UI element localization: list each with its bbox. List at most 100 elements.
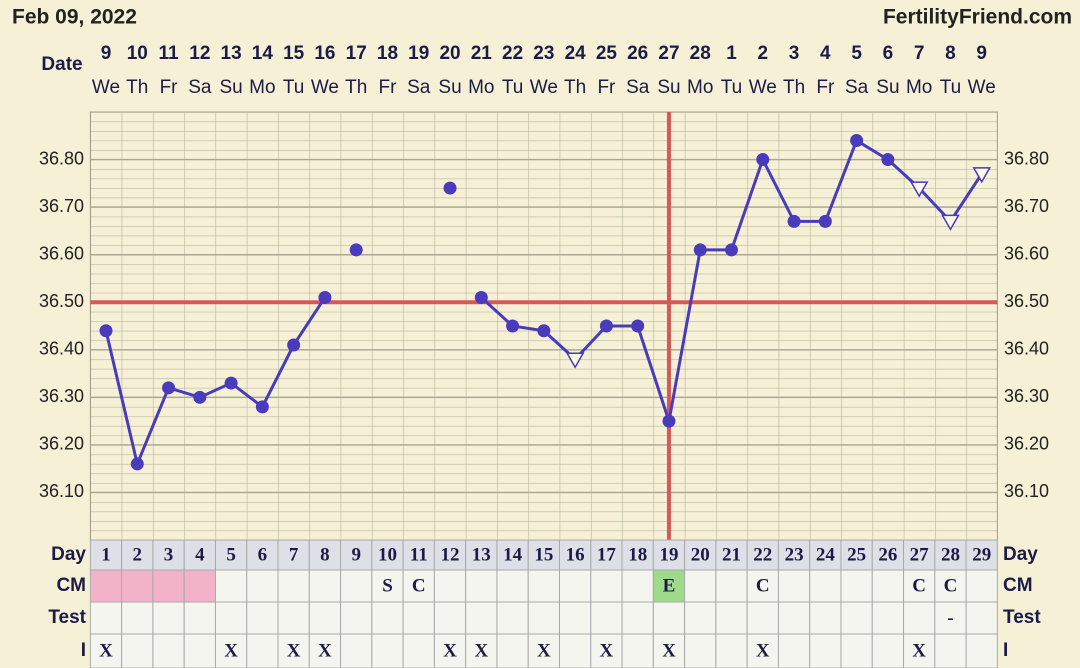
weekday-label: Su	[876, 77, 899, 98]
y-tick-label: 36.70	[39, 196, 84, 216]
table-cell	[214, 539, 248, 571]
table-cell	[871, 569, 905, 603]
table-cell	[152, 569, 185, 603]
table-cell	[433, 569, 467, 603]
cell-text: -	[947, 607, 953, 628]
table-cell	[121, 569, 154, 603]
temperature-marker	[725, 243, 739, 257]
table-cell	[527, 601, 560, 635]
y2-tick-label: 36.40	[1004, 339, 1049, 359]
table-cell	[558, 601, 592, 635]
table-cell	[121, 633, 154, 668]
table-cell	[590, 539, 623, 571]
weekday-label: Tu	[502, 77, 523, 98]
cell-text: X	[443, 640, 457, 661]
date-label: 12	[189, 43, 210, 64]
table-cell	[340, 633, 373, 668]
table-cell	[465, 601, 498, 635]
table-cell	[715, 569, 748, 603]
y-tick-label: 36.80	[39, 148, 84, 168]
y2-tick-label: 36.50	[1004, 291, 1049, 311]
weekday-label: Mo	[468, 77, 494, 98]
cell-text: 1	[101, 544, 111, 565]
weekday-label: Su	[219, 77, 242, 98]
table-cell	[277, 633, 310, 668]
cell-text: 14	[503, 544, 523, 565]
weekday-label: Sa	[626, 77, 650, 98]
y-tick-label: 36.30	[39, 386, 84, 406]
date-label: 23	[533, 43, 554, 64]
weekday-label: We	[530, 77, 558, 98]
y2-tick-label: 36.60	[1004, 243, 1049, 263]
cell-text: C	[912, 575, 926, 596]
table-cell	[89, 633, 123, 668]
site-name: FertilityFriend.com	[883, 6, 1072, 29]
weekday-label: Tu	[721, 77, 742, 98]
table-cell	[746, 569, 779, 603]
table-cell	[684, 601, 717, 635]
date-label: 1	[726, 43, 737, 64]
weekday-label: We	[968, 77, 996, 98]
table-cell	[496, 539, 529, 571]
temperature-marker	[662, 414, 676, 428]
cell-text: 20	[691, 544, 710, 565]
table-cell	[777, 633, 811, 668]
table-cell	[621, 601, 654, 635]
cell-text: C	[944, 575, 958, 596]
weekday-label: Tu	[283, 77, 304, 98]
table-cell	[809, 569, 842, 603]
cell-text: X	[474, 640, 488, 661]
table-cell	[715, 601, 748, 635]
temperature-marker	[787, 214, 801, 228]
date-label: 19	[408, 43, 429, 64]
cell-text: X	[756, 640, 770, 661]
table-cell	[246, 539, 279, 571]
weekday-label: Sa	[407, 77, 431, 98]
table-cell	[684, 539, 717, 571]
temperature-marker	[162, 381, 176, 395]
table-cell	[496, 569, 529, 603]
weekday-label: Su	[657, 77, 680, 98]
table-cell	[590, 601, 623, 635]
cell-text: X	[912, 640, 926, 661]
table-cell	[527, 633, 560, 668]
row-label: Day	[51, 544, 86, 565]
table-cell	[965, 539, 998, 571]
table-cell	[402, 601, 435, 635]
table-cell	[246, 633, 279, 668]
weekday-label: Th	[783, 77, 805, 98]
table-cell	[903, 569, 936, 603]
table-cell	[871, 633, 905, 668]
weekday-label: Mo	[687, 77, 713, 98]
chart-date: Feb 09, 2022	[12, 6, 137, 29]
table-cell	[433, 601, 467, 635]
weekday-label: We	[311, 77, 339, 98]
temperature-marker	[756, 153, 770, 167]
table-cell	[746, 601, 779, 635]
date-label: 22	[502, 43, 523, 64]
table-cell	[496, 601, 529, 635]
date-label: 3	[789, 43, 800, 64]
cell-text: 19	[659, 544, 678, 565]
table-cell	[840, 569, 873, 603]
weekday-label: Mo	[249, 77, 275, 98]
weekday-label: Th	[126, 77, 148, 98]
y2-tick-label: 36.10	[1004, 481, 1049, 501]
table-cell	[371, 601, 404, 635]
table-cell	[496, 633, 529, 668]
cell-text: 27	[910, 544, 930, 565]
cell-text: 15	[534, 544, 553, 565]
table-cell	[965, 601, 998, 635]
table-cell	[558, 569, 592, 603]
date-label: 4	[820, 43, 831, 64]
weekday-label: Th	[564, 77, 586, 98]
cell-text: C	[756, 575, 770, 596]
cell-text: X	[287, 640, 301, 661]
table-cell	[903, 633, 936, 668]
cell-text: 13	[472, 544, 491, 565]
table-cell	[277, 569, 310, 603]
cell-text: 9	[351, 544, 361, 565]
temperature-marker	[693, 243, 707, 257]
table-cell	[340, 569, 373, 603]
